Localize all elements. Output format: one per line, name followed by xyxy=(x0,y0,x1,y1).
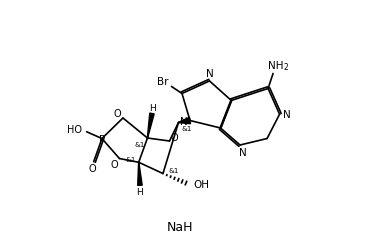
Text: 2: 2 xyxy=(283,63,288,72)
Text: &1: &1 xyxy=(134,142,144,148)
Text: O: O xyxy=(110,159,118,169)
Polygon shape xyxy=(147,114,154,139)
Text: &1: &1 xyxy=(181,125,192,131)
Text: O: O xyxy=(170,132,178,142)
Text: P: P xyxy=(99,134,105,144)
Text: O: O xyxy=(89,163,96,173)
Text: H: H xyxy=(136,187,143,196)
Text: HO: HO xyxy=(66,124,82,134)
Text: Br: Br xyxy=(157,77,169,87)
Text: H: H xyxy=(149,104,156,113)
Text: N: N xyxy=(283,109,290,119)
Text: &1: &1 xyxy=(125,157,136,163)
Polygon shape xyxy=(179,118,190,124)
Text: N: N xyxy=(206,69,214,79)
Text: NH: NH xyxy=(268,60,284,70)
Polygon shape xyxy=(138,163,142,186)
Text: O: O xyxy=(114,109,121,118)
Text: N: N xyxy=(239,147,247,158)
Text: &1: &1 xyxy=(168,167,179,173)
Text: NaH: NaH xyxy=(167,220,193,233)
Text: N: N xyxy=(180,116,187,127)
Text: OH: OH xyxy=(193,179,209,189)
